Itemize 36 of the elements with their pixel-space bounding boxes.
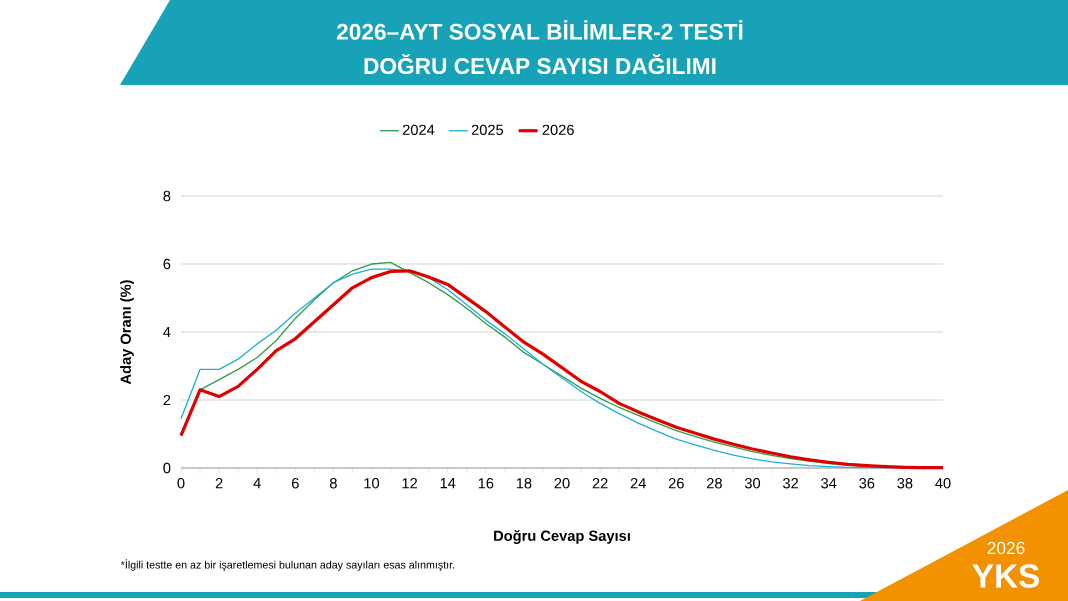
x-tick-label: 8 <box>329 478 337 489</box>
y-tick-label: 8 <box>163 190 171 202</box>
x-axis-title: Doğru Cevap Sayısı <box>494 530 630 544</box>
chart-subtitle: DOĞRU CEVAP SAYISI DAĞILIMI <box>364 53 716 75</box>
legend-label: 2025 <box>471 124 504 135</box>
y-tick-label: 4 <box>163 326 171 338</box>
x-tick-label: 12 <box>402 478 418 489</box>
x-tick-label: 26 <box>668 478 684 489</box>
x-tick-label: 22 <box>592 478 608 489</box>
x-tick-label: 6 <box>291 478 299 489</box>
y-tick-label: 0 <box>163 462 171 474</box>
legend-label: 2024 <box>402 124 435 135</box>
legend-label: 2026 <box>542 124 574 135</box>
x-tick-label: 40 <box>935 478 951 489</box>
x-tick-label: 34 <box>821 478 837 489</box>
x-tick-label: 32 <box>783 478 799 489</box>
x-tick-label: 38 <box>897 478 913 489</box>
x-tick-label: 28 <box>706 478 722 489</box>
x-tick-label: 2 <box>215 478 223 489</box>
x-tick-label: 10 <box>364 478 380 489</box>
x-tick-label: 24 <box>630 478 646 489</box>
text: *İlgili testte en az bir işaretlemesi bulunan aday sayıları esas alınmıştır. <box>120 559 455 571</box>
x-tick-label: 18 <box>516 478 532 489</box>
y-tick-label: 6 <box>163 258 171 270</box>
x-tick-label: 30 <box>744 478 761 489</box>
y-axis-title: Aday Oranı (%) <box>120 280 134 385</box>
x-tick-label: 4 <box>253 478 261 489</box>
x-tick-label: 20 <box>554 478 570 489</box>
text: YKS <box>972 564 1039 588</box>
text: 2026 <box>987 541 1025 555</box>
x-tick-label: 14 <box>440 478 456 489</box>
x-tick-label: 16 <box>478 478 494 489</box>
x-tick-label: 0 <box>177 478 185 489</box>
chart-title: 2026–AYT SOSYAL BİLİMLER-2 TESTİ <box>336 20 743 40</box>
y-tick-label: 2 <box>163 394 171 406</box>
x-tick-label: 36 <box>859 478 875 489</box>
